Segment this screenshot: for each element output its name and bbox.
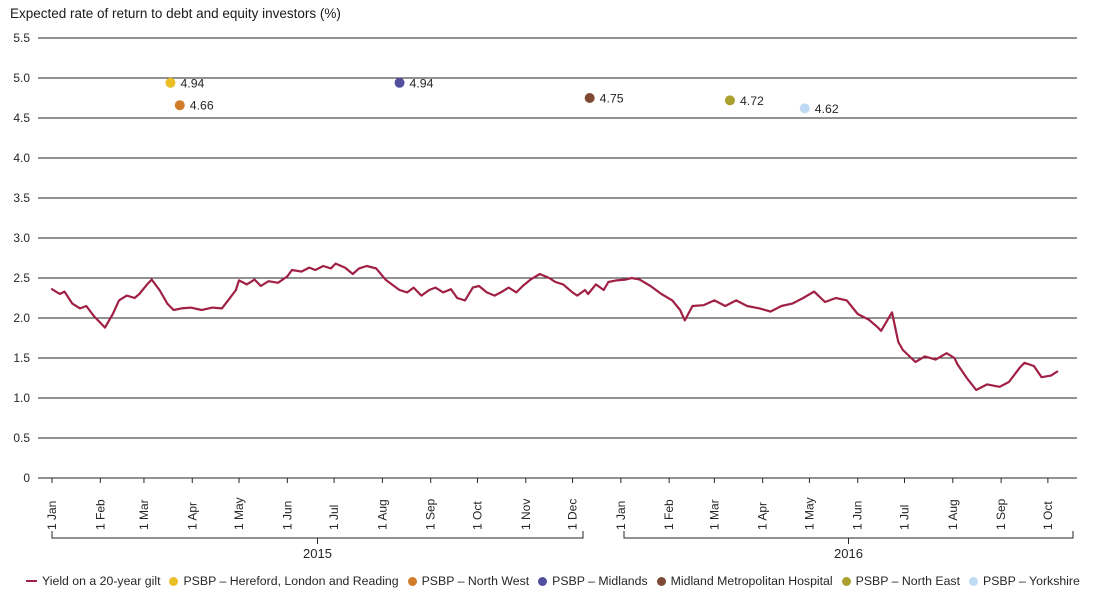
legend-dot-marker-icon	[841, 576, 851, 586]
legend-item: PSBP – Hereford, London and Reading	[169, 574, 399, 588]
x-tick-label: 1 Dec	[566, 499, 580, 530]
y-tick-label: 2.0	[13, 311, 30, 325]
y-tick-label: 5.0	[13, 71, 30, 85]
y-tick-label: 1.5	[13, 351, 30, 365]
y-tick-label: 4.0	[13, 151, 30, 165]
legend-item-label: Yield on a 20-year gilt	[42, 574, 161, 588]
legend-item-label: PSBP – North West	[421, 574, 530, 588]
y-tick-label: 0.5	[13, 431, 30, 445]
x-tick-label: 1 May	[232, 497, 246, 530]
legend-item: PSBP – Midlands	[538, 574, 648, 588]
scatter-value-label: 4.75	[600, 92, 624, 106]
year-label: 2016	[834, 546, 863, 561]
scatter-value-label: 4.72	[740, 94, 764, 108]
legend-item-label: PSBP – Yorkshire	[983, 574, 1080, 588]
scatter-value-label: 4.94	[410, 76, 434, 90]
x-tick-label: 1 Jul	[897, 505, 911, 530]
y-axis-labels: 5.5 5.0 4.5 4.0 3.5 3.0 2.5 2.0 1.5 1.0 0.5 0	[13, 31, 30, 485]
legend-item: PSBP – North East	[841, 574, 960, 588]
legend-item: Yield on a 20-year gilt	[26, 574, 160, 588]
y-tick-label: 1.0	[13, 391, 30, 405]
x-tick-label: 1 Apr	[185, 502, 199, 530]
year-label: 2015	[303, 546, 332, 561]
psbp-scatter-points: 4.94 4.66 4.94 4.75 4.72 4.62	[165, 76, 839, 116]
x-tick-label: 1 Oct	[470, 501, 484, 530]
x-tick-label: 1 Jul	[327, 505, 341, 530]
gilt-yield-line	[50, 262, 1059, 392]
x-tick-label: 1 Sep	[424, 498, 438, 530]
legend-dot-marker-icon	[538, 576, 548, 586]
scatter-point	[394, 77, 405, 88]
scatter-value-label: 4.66	[190, 99, 214, 113]
y-tick-label: 3.5	[13, 191, 30, 205]
year-bracket	[51, 531, 584, 544]
x-tick-label: 1 May	[802, 497, 816, 530]
x-tick-label: 1 Jun	[280, 501, 294, 530]
legend-dot-marker-icon	[169, 576, 179, 586]
x-tick-label: 1 Apr	[756, 502, 770, 530]
scatter-point	[584, 93, 595, 103]
y-tick-label: 3.0	[13, 231, 30, 245]
x-tick-label: 1 Jan	[614, 501, 628, 530]
legend-item-label: PSBP – Midlands	[552, 574, 648, 588]
x-tick-label: 1 Oct	[1041, 501, 1055, 530]
x-tick-label: 1 Mar	[707, 499, 721, 530]
year-bracket	[623, 531, 1074, 544]
legend-item: PSBP – North West	[407, 574, 530, 588]
x-tick-label: 1 Feb	[93, 499, 107, 530]
x-tick-label: 1 Jun	[851, 501, 865, 530]
scatter-point	[799, 103, 810, 114]
x-tick-label: 1 Jan	[45, 501, 59, 530]
y-tick-label: 2.5	[13, 271, 30, 285]
scatter-point	[165, 77, 176, 88]
legend-dot-marker-icon	[969, 576, 978, 586]
year-brackets: 2015 2016	[51, 531, 1074, 561]
legend-item-label: PSBP – Hereford, London and Reading	[183, 574, 399, 588]
y-tick-label: 5.5	[13, 31, 30, 45]
x-tick-label: 1 Nov	[519, 499, 533, 530]
legend-dot-marker-icon	[656, 576, 666, 586]
x-tick-label: 1 Mar	[137, 499, 151, 530]
x-tick-label: 1 Sep	[994, 498, 1008, 530]
gilt-yield-polyline	[50, 262, 1059, 392]
legend-item-label: Midland Metropolitan Hospital	[670, 574, 833, 588]
legend-item: PSBP – Yorkshire	[969, 574, 1080, 588]
x-axis-labels: 1 Jan 1 Feb 1 Mar 1 Apr 1 May 1 Jun 1 Jul 1 Aug…	[45, 497, 1055, 530]
x-axis-ticks	[51, 478, 1049, 483]
y-tick-label: 4.5	[13, 111, 30, 125]
legend-item-label: PSBP – North East	[855, 574, 960, 588]
x-tick-label: 1 Aug	[946, 499, 960, 530]
x-tick-label: 1 Aug	[375, 499, 389, 530]
scatter-point	[174, 100, 185, 111]
legend-item: Midland Metropolitan Hospital	[656, 574, 833, 588]
legend-line-marker-icon	[26, 579, 37, 583]
scatter-value-label: 4.62	[815, 102, 839, 116]
scatter-value-label: 4.94	[180, 76, 204, 90]
chart-legend: Yield on a 20-year gilt PSBP – Hereford, …	[26, 570, 1091, 592]
gridlines	[38, 37, 1077, 479]
legend-dot-marker-icon	[407, 576, 417, 586]
scatter-point	[724, 95, 735, 106]
x-tick-label: 1 Feb	[662, 499, 676, 530]
chart-title: Expected rate of return to debt and equi…	[10, 6, 341, 21]
y-tick-label: 0	[23, 471, 30, 485]
